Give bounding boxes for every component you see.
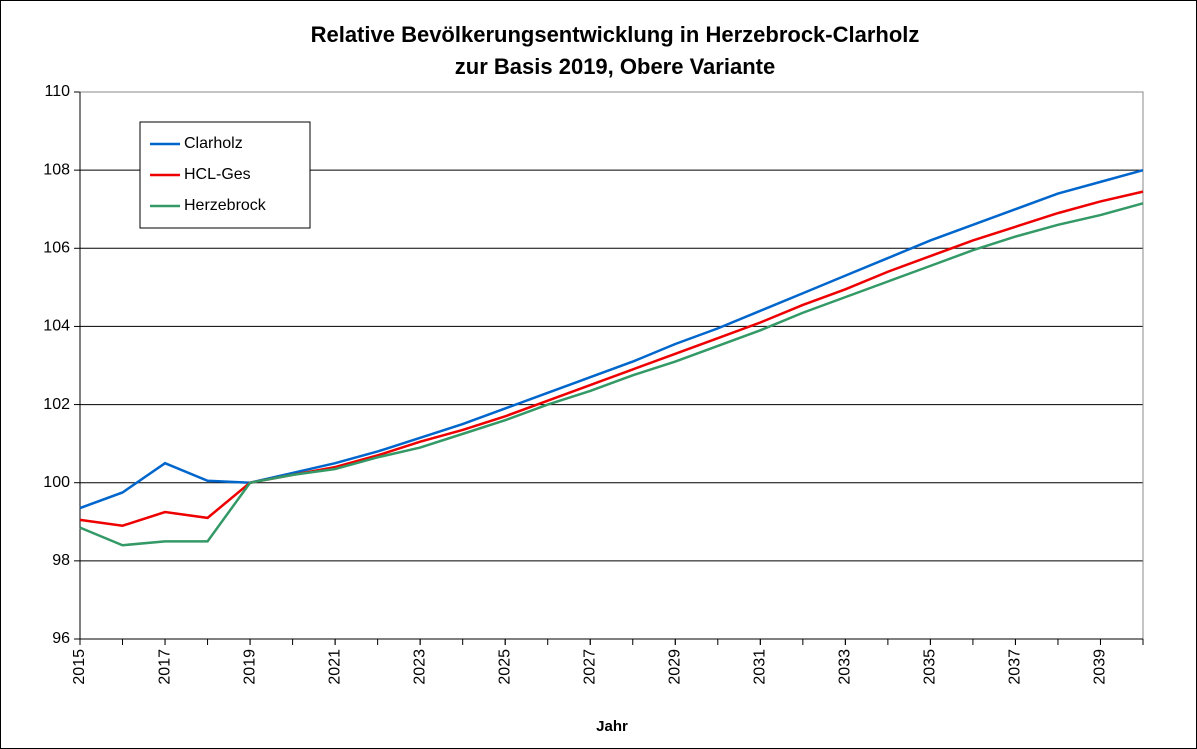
x-tick-label: 2037 (1007, 649, 1024, 685)
x-tick-label: 2021 (326, 649, 343, 685)
x-tick-label: 2017 (156, 649, 173, 685)
x-tick-label: 2039 (1092, 649, 1109, 685)
chart-title: zur Basis 2019, Obere Variante (455, 54, 775, 79)
x-tick-label: 2035 (922, 649, 939, 685)
y-tick-label: 110 (44, 83, 70, 100)
legend-label: HCL-Ges (184, 166, 251, 183)
x-tick-label: 2029 (666, 649, 683, 685)
x-tick-label: 2019 (241, 649, 258, 685)
y-tick-label: 106 (43, 240, 70, 257)
y-tick-label: 108 (43, 161, 70, 178)
y-tick-label: 100 (43, 474, 70, 491)
x-tick-label: 2033 (837, 649, 854, 685)
y-tick-label: 96 (52, 630, 70, 647)
legend-label: Clarholz (184, 135, 243, 152)
legend-label: Herzebrock (184, 197, 267, 214)
y-tick-label: 98 (52, 552, 70, 569)
y-tick-label: 102 (43, 396, 70, 413)
x-tick-label: 2023 (411, 649, 428, 685)
series-line (79, 202, 1144, 547)
x-tick-label: 2015 (71, 649, 88, 685)
y-tick-label: 104 (43, 318, 70, 335)
x-axis-title: Jahr (596, 718, 628, 735)
chart-title: Relative Bevölkerungsentwicklung in Herz… (311, 22, 920, 47)
x-tick-label: 2025 (496, 649, 513, 685)
x-tick-label: 2031 (752, 649, 769, 685)
x-tick-label: 2027 (581, 649, 598, 685)
